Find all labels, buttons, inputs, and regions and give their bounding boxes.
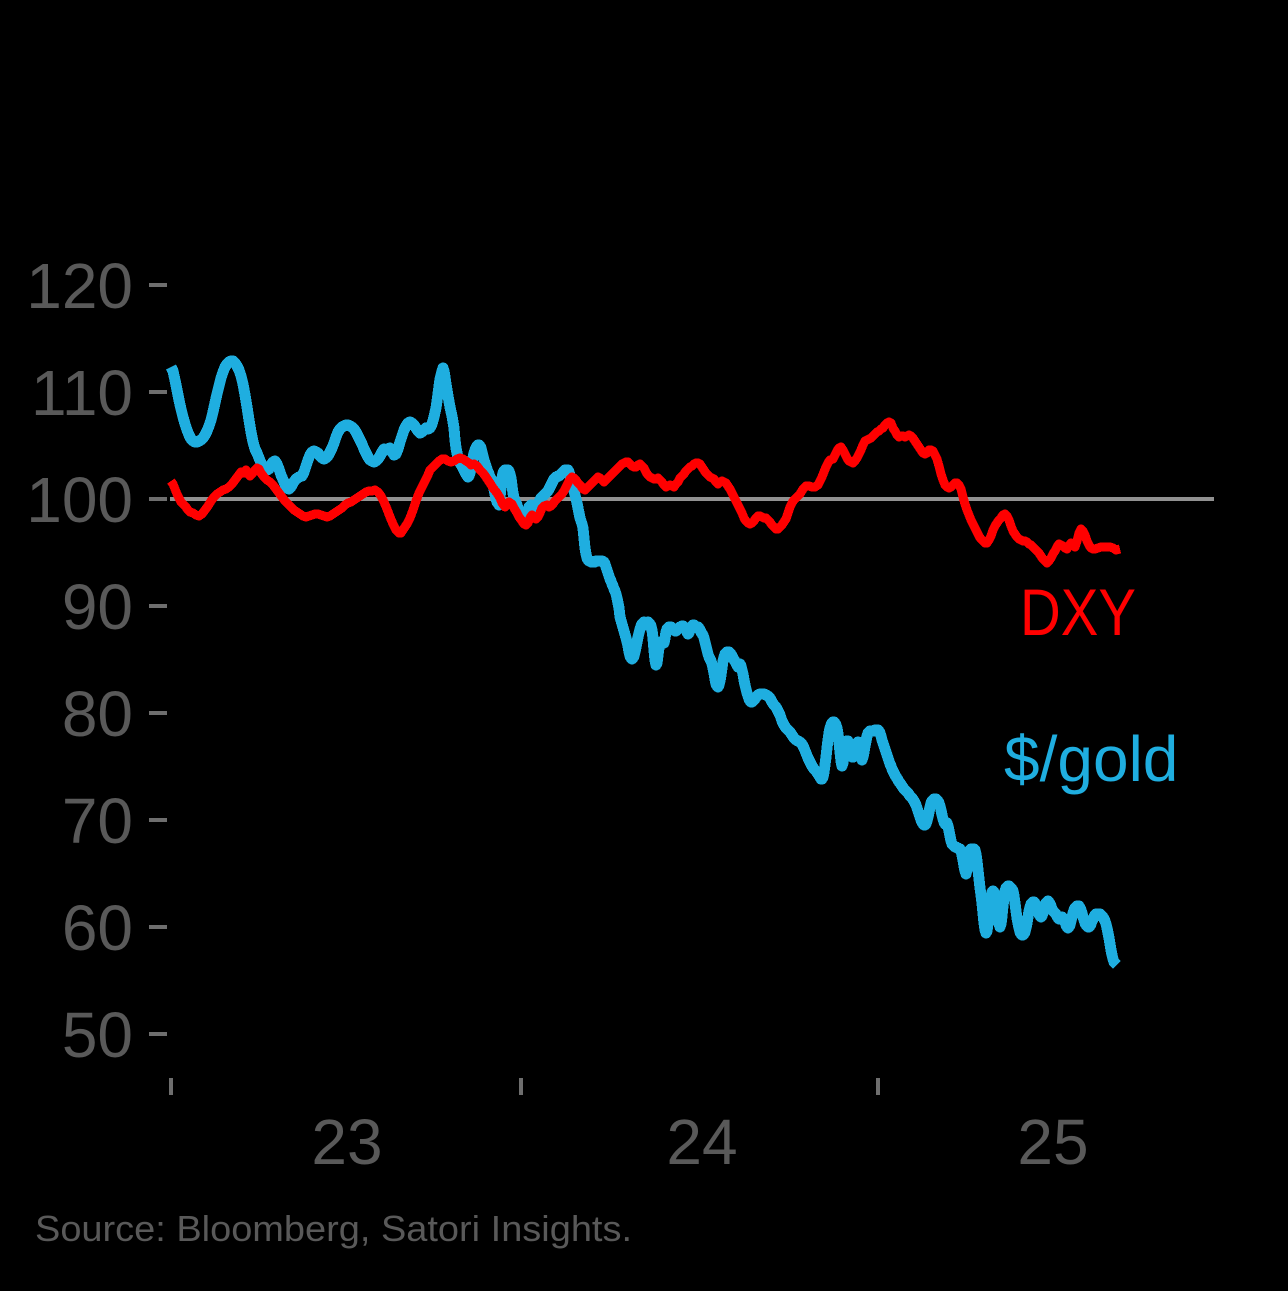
svg-text:23: 23: [311, 1106, 382, 1178]
svg-text:100: 100: [26, 464, 133, 536]
svg-text:60: 60: [62, 892, 133, 964]
svg-text:70: 70: [62, 785, 133, 857]
svg-text:DXY: DXY: [1020, 575, 1136, 649]
svg-text:25: 25: [1017, 1106, 1088, 1178]
svg-text:24: 24: [666, 1106, 737, 1178]
svg-text:Source: Bloomberg, Satori Insi: Source: Bloomberg, Satori Insights.: [35, 1208, 632, 1249]
svg-text:90: 90: [62, 571, 133, 643]
svg-text:80: 80: [62, 678, 133, 750]
svg-text:120: 120: [26, 250, 133, 322]
svg-text:$/gold: $/gold: [1004, 723, 1178, 795]
svg-text:110: 110: [31, 357, 133, 429]
svg-text:50: 50: [62, 999, 133, 1071]
